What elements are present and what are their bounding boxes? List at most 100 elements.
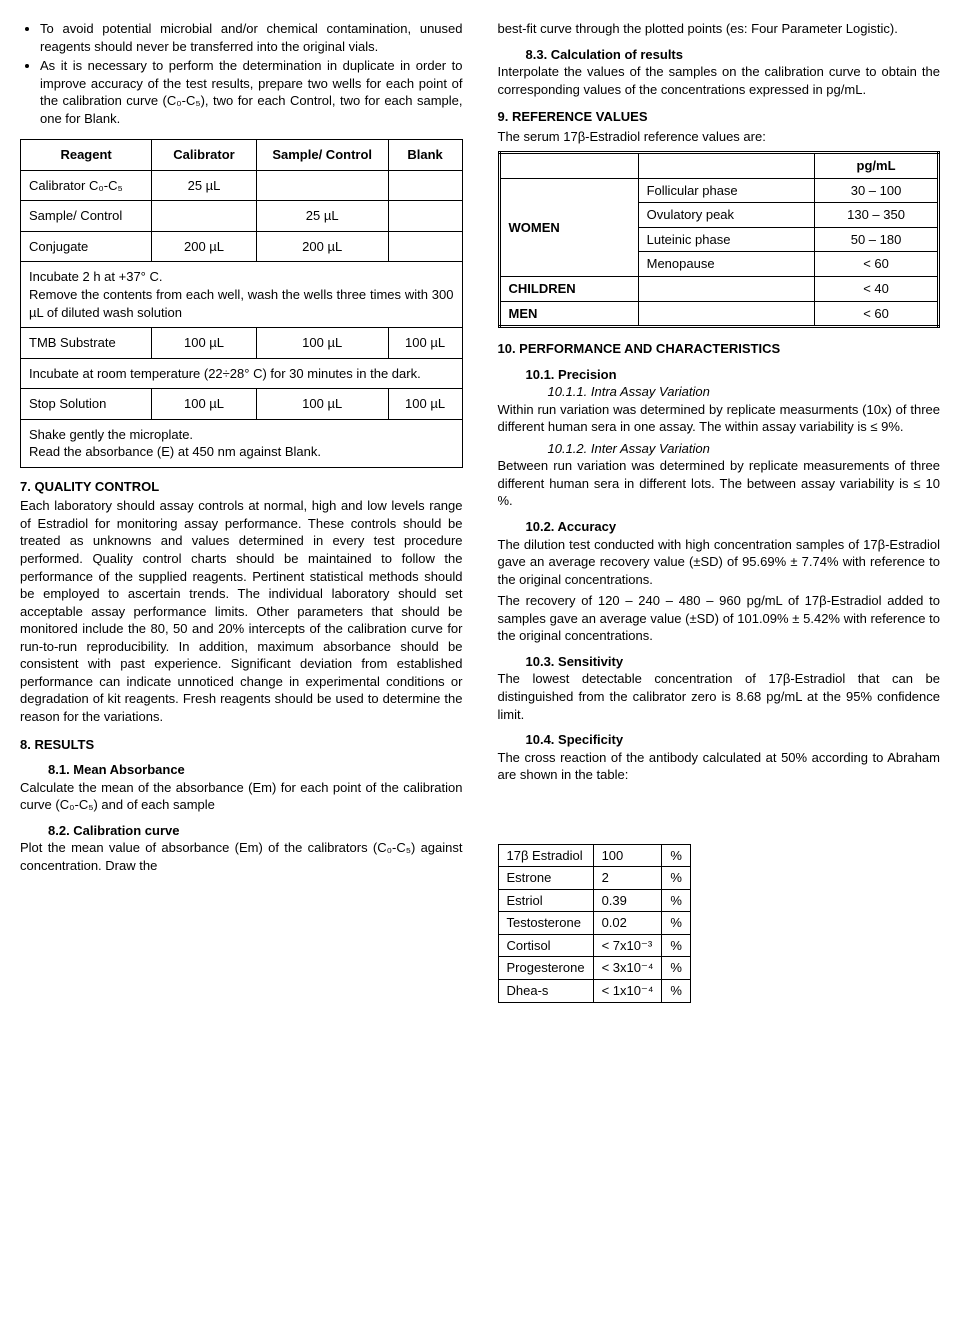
cell-value: 25 µL: [152, 170, 257, 201]
phase-cell: Menopause: [638, 252, 814, 277]
value-cell: < 60: [815, 252, 939, 277]
compound-cell: Dhea-s: [498, 979, 593, 1002]
spec-row: Dhea-s< 1x10⁻⁴%: [498, 979, 690, 1002]
continuation-text: best-fit curve through the plotted point…: [498, 20, 941, 38]
compound-cell: 17β Estradiol: [498, 844, 593, 867]
page-columns: To avoid potential microbial and/or chem…: [20, 20, 940, 1009]
col-header: Sample/ Control: [256, 140, 388, 171]
instruction-cell: Incubate 2 h at +37° C. Remove the conte…: [21, 262, 463, 328]
section-8-1-body: Calculate the mean of the absorbance (Em…: [20, 779, 463, 814]
unit-cell: %: [662, 979, 691, 1002]
cell-value: [388, 201, 462, 232]
section-10-1-2-title: 10.1.2. Inter Assay Variation: [548, 440, 941, 458]
compound-cell: Estriol: [498, 889, 593, 912]
section-10-4-title: 10.4. Specificity: [526, 731, 941, 749]
section-10-2-title: 10.2. Accuracy: [526, 518, 941, 536]
section-10-1-1-title: 10.1.1. Intra Assay Variation: [548, 383, 941, 401]
value-cell: < 7x10⁻³: [593, 934, 662, 957]
section-10-title: 10. PERFORMANCE AND CHARACTERISTICS: [498, 340, 941, 358]
ref-header-row: pg/mL: [499, 153, 939, 179]
phase-cell: Follicular phase: [638, 178, 814, 203]
section-10-1-2-body: Between run variation was determined by …: [498, 457, 941, 510]
unit-cell: %: [662, 889, 691, 912]
unit-cell: %: [662, 934, 691, 957]
section-8-3-body: Interpolate the values of the samples on…: [498, 63, 941, 98]
phase-cell: Ovulatory peak: [638, 203, 814, 228]
cell-label: Calibrator C₀-C₅: [21, 170, 152, 201]
section-7-title: 7. QUALITY CONTROL: [20, 478, 463, 496]
value-cell: < 60: [815, 301, 939, 327]
section-8-1-title: 8.1. Mean Absorbance: [48, 761, 463, 779]
unit-header: pg/mL: [815, 153, 939, 179]
table-row: Conjugate 200 µL 200 µL: [21, 231, 463, 262]
phase-cell: [638, 301, 814, 327]
section-10-3-title: 10.3. Sensitivity: [526, 653, 941, 671]
section-9-intro: The serum 17β-Estradiol reference values…: [498, 128, 941, 146]
section-10-4-body: The cross reaction of the antibody calcu…: [498, 749, 941, 784]
cell-value: [256, 170, 388, 201]
table-header-row: Reagent Calibrator Sample/ Control Blank: [21, 140, 463, 171]
instruction-cell: Incubate at room temperature (22÷28° C) …: [21, 358, 463, 389]
cell-value: [388, 170, 462, 201]
section-10-3-body: The lowest detectable concentration of 1…: [498, 670, 941, 723]
phase-cell: Luteinic phase: [638, 227, 814, 252]
left-column: To avoid potential microbial and/or chem…: [20, 20, 463, 1009]
section-10-2-body: The dilution test conducted with high co…: [498, 536, 941, 589]
unit-cell: %: [662, 844, 691, 867]
cell-value: 100 µL: [256, 389, 388, 420]
instruction-row: Shake gently the microplate. Read the ab…: [21, 419, 463, 467]
ref-row: WOMEN Follicular phase 30 – 100: [499, 178, 939, 203]
compound-cell: Testosterone: [498, 912, 593, 935]
ref-row: MEN < 60: [499, 301, 939, 327]
ref-row: CHILDREN < 40: [499, 277, 939, 302]
cell-value: 100 µL: [152, 328, 257, 359]
spec-row: Estrone2%: [498, 867, 690, 890]
value-cell: 2: [593, 867, 662, 890]
right-column: best-fit curve through the plotted point…: [498, 20, 941, 1009]
cell-value: 25 µL: [256, 201, 388, 232]
instruction-row: Incubate 2 h at +37° C. Remove the conte…: [21, 262, 463, 328]
instruction-cell: Shake gently the microplate. Read the ab…: [21, 419, 463, 467]
bullet-item: As it is necessary to perform the determ…: [40, 57, 463, 127]
col-header: Blank: [388, 140, 462, 171]
cell-label: Conjugate: [21, 231, 152, 262]
reference-table: pg/mL WOMEN Follicular phase 30 – 100 Ov…: [498, 151, 941, 328]
compound-cell: Estrone: [498, 867, 593, 890]
unit-cell: %: [662, 867, 691, 890]
cell-value: 200 µL: [256, 231, 388, 262]
phase-cell: [638, 277, 814, 302]
unit-cell: %: [662, 912, 691, 935]
group-label: MEN: [499, 301, 638, 327]
women-label: WOMEN: [499, 178, 638, 276]
spec-row: Estriol0.39%: [498, 889, 690, 912]
value-cell: 0.02: [593, 912, 662, 935]
section-8-2-body: Plot the mean value of absorbance (Em) o…: [20, 839, 463, 874]
group-label: CHILDREN: [499, 277, 638, 302]
procedure-table: Reagent Calibrator Sample/ Control Blank…: [20, 139, 463, 468]
empty-cell: [499, 153, 638, 179]
compound-cell: Progesterone: [498, 957, 593, 980]
cell-label: Stop Solution: [21, 389, 152, 420]
spec-row: 17β Estradiol100%: [498, 844, 690, 867]
empty-cell: [638, 153, 814, 179]
col-header: Reagent: [21, 140, 152, 171]
section-10-2-body2: The recovery of 120 – 240 – 480 – 960 pg…: [498, 592, 941, 645]
section-7-body: Each laboratory should assay controls at…: [20, 497, 463, 725]
value-cell: < 40: [815, 277, 939, 302]
compound-cell: Cortisol: [498, 934, 593, 957]
value-cell: < 3x10⁻⁴: [593, 957, 662, 980]
specificity-table: 17β Estradiol100% Estrone2% Estriol0.39%…: [498, 844, 691, 1003]
unit-cell: %: [662, 957, 691, 980]
table-row: Stop Solution 100 µL 100 µL 100 µL: [21, 389, 463, 420]
section-9-title: 9. REFERENCE VALUES: [498, 108, 941, 126]
table-row: TMB Substrate 100 µL 100 µL 100 µL: [21, 328, 463, 359]
value-cell: 100: [593, 844, 662, 867]
value-cell: 50 – 180: [815, 227, 939, 252]
cell-value: [388, 231, 462, 262]
value-cell: 130 – 350: [815, 203, 939, 228]
spec-row: Progesterone< 3x10⁻⁴%: [498, 957, 690, 980]
cell-value: 100 µL: [388, 389, 462, 420]
col-header: Calibrator: [152, 140, 257, 171]
value-cell: < 1x10⁻⁴: [593, 979, 662, 1002]
section-8-title: 8. RESULTS: [20, 736, 463, 754]
